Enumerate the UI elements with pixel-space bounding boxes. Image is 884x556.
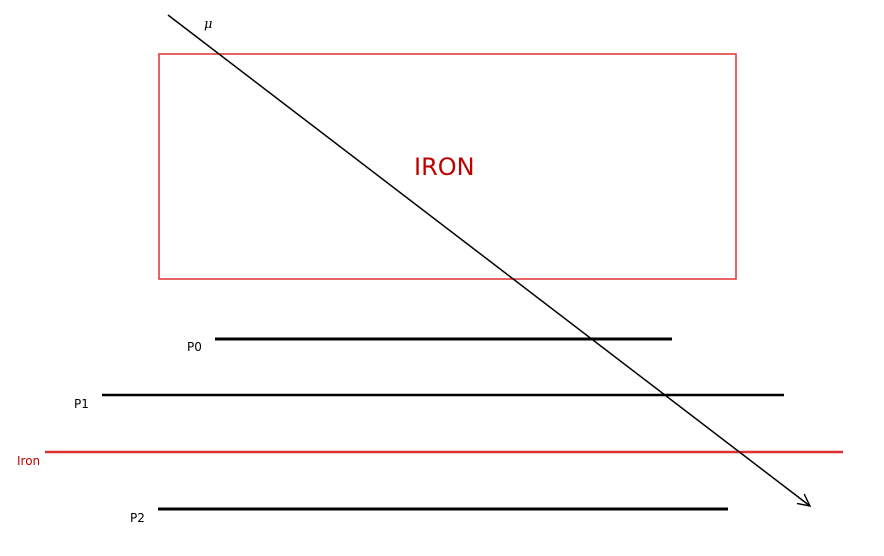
- iron-plane-label: Iron: [17, 454, 41, 468]
- iron-block-label: IRON: [414, 153, 475, 181]
- plane-p1-label: P1: [74, 397, 89, 411]
- plane-p2-label: P2: [130, 511, 145, 525]
- muon-track-arrow: [167, 14, 810, 506]
- muon-label: μ: [204, 17, 213, 32]
- plane-p0-label: P0: [187, 340, 202, 354]
- iron-block: [158, 53, 737, 280]
